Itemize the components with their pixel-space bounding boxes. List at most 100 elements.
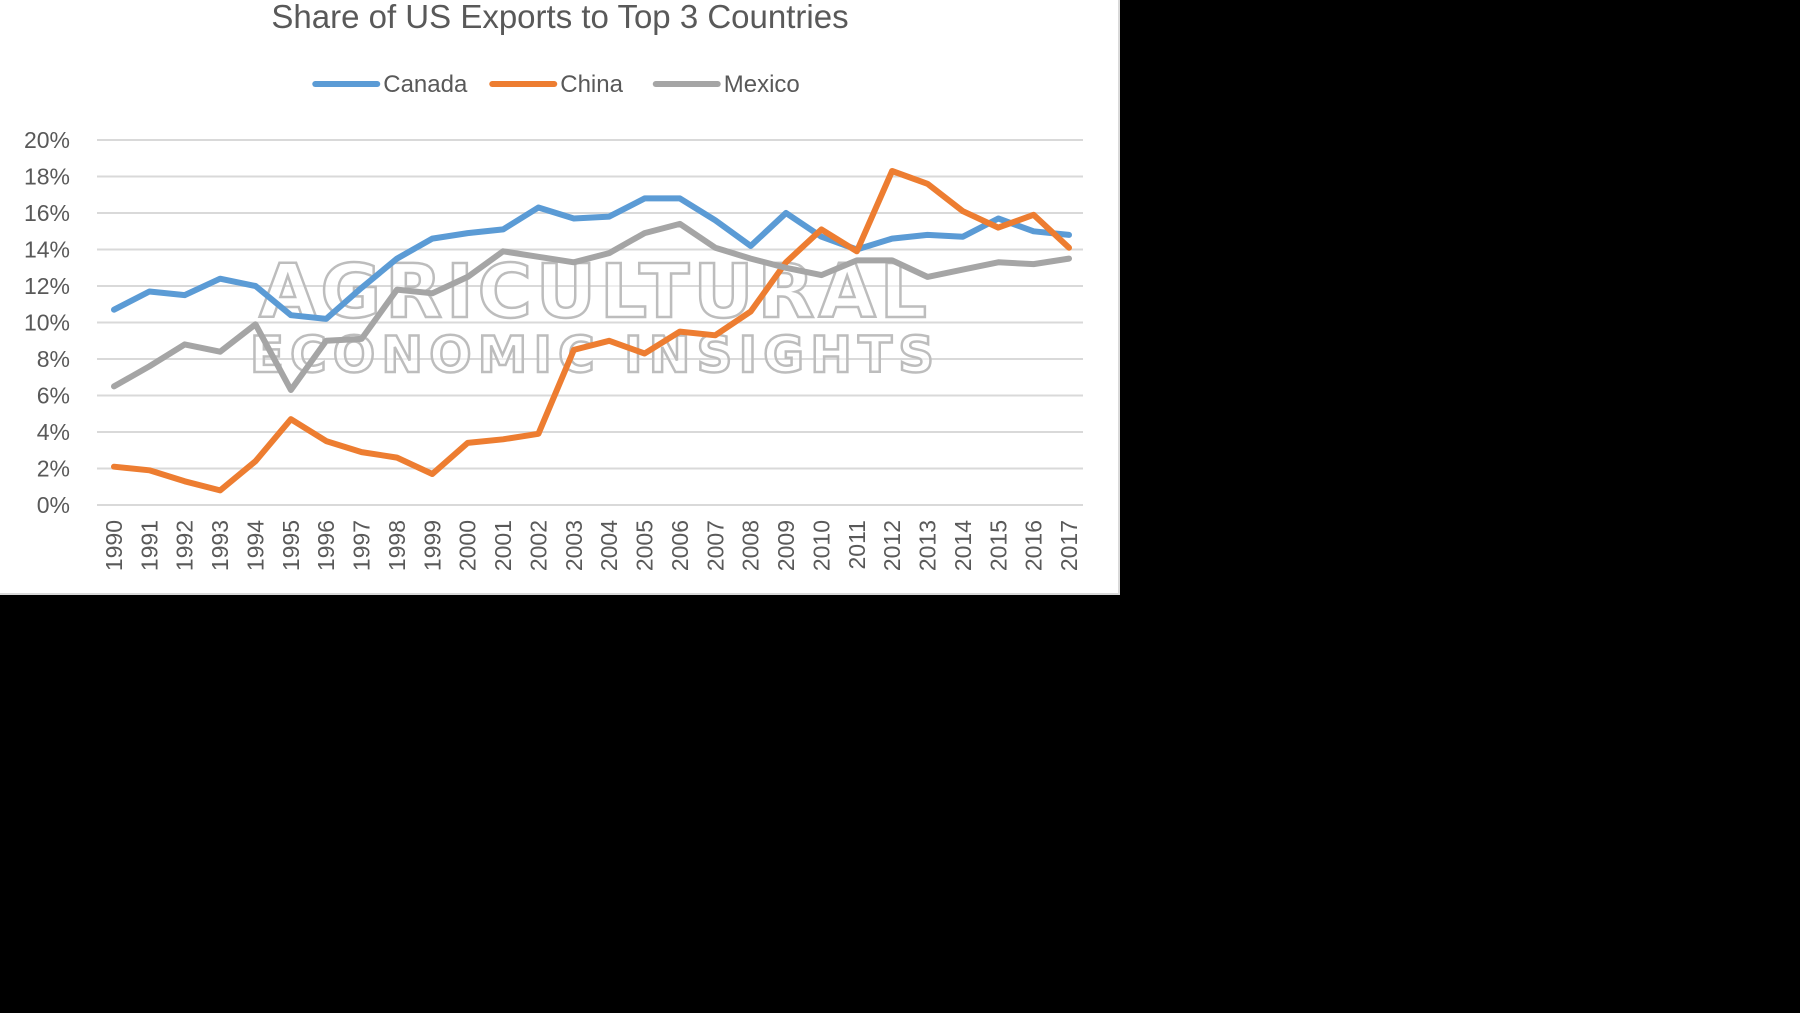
x-tick-label: 1998 [384, 520, 410, 571]
x-tick-label: 2008 [738, 520, 764, 571]
data-point-canada [783, 210, 789, 216]
data-point-china [854, 248, 860, 254]
x-tick-label: 2007 [702, 520, 728, 571]
data-point-canada [394, 256, 400, 262]
legend-label-canada: Canada [383, 71, 468, 98]
data-point-china [465, 440, 471, 446]
legend-item-china: China [489, 71, 624, 98]
data-point-canada [111, 307, 117, 313]
data-point-mexico [889, 257, 895, 263]
y-tick-label: 16% [24, 200, 70, 226]
data-point-china [818, 226, 824, 232]
data-point-canada [677, 195, 683, 201]
data-point-canada [712, 217, 718, 223]
y-tick-label: 8% [37, 346, 70, 372]
x-tick-label: 2000 [455, 520, 481, 571]
data-point-mexico [677, 221, 683, 227]
x-tick-label: 2012 [879, 520, 905, 571]
data-point-canada [535, 205, 541, 211]
data-point-china [323, 438, 329, 444]
watermark-line-2: ECONOMIC INSIGHTS [250, 326, 940, 384]
series-line-mexico [111, 220, 1072, 393]
gridlines [97, 139, 1083, 506]
data-point-canada [429, 236, 435, 242]
data-point-china [748, 309, 754, 315]
chart-title: Share of US Exports to Top 3 Countries [271, 0, 848, 35]
y-tick-label: 10% [24, 310, 70, 336]
y-tick-label: 4% [37, 419, 70, 445]
data-point-china [146, 467, 152, 473]
data-point-china [995, 225, 1001, 231]
series-china [111, 168, 1072, 494]
data-point-china [252, 458, 258, 464]
x-tick-label: 2014 [950, 520, 976, 571]
data-point-canada [288, 312, 294, 318]
data-point-china [500, 436, 506, 442]
data-point-china [535, 431, 541, 437]
data-point-mexico [995, 259, 1001, 265]
data-point-canada [960, 234, 966, 240]
data-point-mexico [783, 265, 789, 271]
x-tick-label: 2010 [808, 520, 834, 571]
data-point-china [182, 478, 188, 484]
data-point-canada [1031, 228, 1037, 234]
x-tick-label: 1994 [242, 520, 268, 571]
data-point-china [1031, 212, 1037, 218]
legend-item-canada: Canada [312, 71, 468, 98]
x-tick-label: 1991 [136, 520, 162, 571]
data-point-china [288, 416, 294, 422]
x-tick-label: 2006 [667, 520, 693, 571]
legend: Canada China Mexico [312, 71, 800, 98]
data-point-canada [748, 243, 754, 249]
data-point-mexico [288, 387, 294, 393]
data-point-canada [606, 214, 612, 220]
watermark-line-1: AGRICULTURAL [259, 249, 931, 335]
data-point-canada [217, 276, 223, 282]
data-point-canada [571, 215, 577, 221]
data-point-canada [1066, 232, 1072, 238]
data-point-china [606, 338, 612, 344]
data-point-mexico [1066, 256, 1072, 262]
data-point-mexico [854, 257, 860, 263]
y-tick-label: 18% [24, 164, 70, 190]
legend-label-china: China [560, 71, 623, 98]
line-chart: Share of US Exports to Top 3 Countries C… [24, 0, 1083, 571]
chart-panel: Share of US Exports to Top 3 Countries C… [0, 0, 1120, 595]
data-point-mexico [323, 338, 329, 344]
data-point-china [925, 181, 931, 187]
y-tick-label: 2% [37, 456, 70, 482]
data-point-canada [252, 283, 258, 289]
x-tick-label: 2004 [596, 520, 622, 571]
data-point-mexico [146, 363, 152, 369]
x-tick-label: 1993 [207, 520, 233, 571]
x-tick-label: 2015 [985, 520, 1011, 571]
series-line-china [111, 168, 1072, 494]
data-point-mexico [465, 274, 471, 280]
series-group [111, 168, 1072, 494]
data-point-canada [323, 316, 329, 322]
x-tick-label: 1996 [313, 520, 339, 571]
x-tick-label: 2017 [1056, 520, 1082, 571]
data-point-china [712, 332, 718, 338]
x-tick-label: 2003 [561, 520, 587, 571]
x-tick-label: 2009 [773, 520, 799, 571]
x-axis: 1990 1991 1992 1993 1994 1995 1996 1997 1998 1999… [101, 520, 1082, 571]
data-point-mexico [252, 321, 258, 327]
data-point-mexico [394, 287, 400, 293]
data-point-mexico [1031, 261, 1037, 267]
data-point-mexico [500, 248, 506, 254]
data-point-canada [500, 226, 506, 232]
data-point-mexico [429, 290, 435, 296]
y-tick-label: 12% [24, 273, 70, 299]
data-point-china [677, 329, 683, 335]
data-point-mexico [925, 274, 931, 280]
data-point-mexico [748, 256, 754, 262]
data-point-mexico [359, 336, 365, 342]
x-tick-label: 2002 [525, 520, 551, 571]
data-point-mexico [217, 349, 223, 355]
data-point-china [1066, 245, 1072, 251]
y-tick-label: 6% [37, 383, 70, 409]
data-point-china [889, 168, 895, 174]
data-point-canada [642, 195, 648, 201]
data-point-canada [182, 292, 188, 298]
